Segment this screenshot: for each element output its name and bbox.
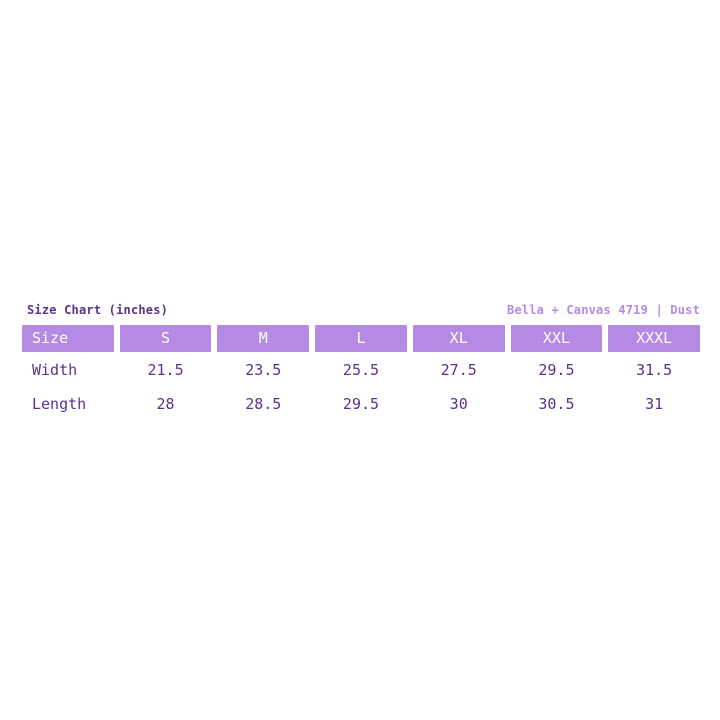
- size-chart-title: Size Chart (inches): [27, 303, 169, 317]
- length-value-l: 29.5: [315, 388, 407, 420]
- width-value-xxxl: 31.5: [608, 354, 700, 386]
- size-chart-panel: Size Chart (inches) Bella + Canvas 4719 …: [22, 302, 700, 420]
- length-value-s: 28: [119, 388, 212, 420]
- column-header-xxxl: XXXL: [608, 325, 700, 352]
- width-value-xxl: 29.5: [510, 354, 603, 386]
- product-variant-label: Bella + Canvas 4719 | Dust: [506, 303, 700, 317]
- column-header-xl: XL: [412, 325, 505, 352]
- width-value-l: 25.5: [315, 354, 407, 386]
- column-header-size: Size: [22, 325, 114, 352]
- length-value-m: 28.5: [217, 388, 310, 420]
- length-value-xl: 30: [412, 388, 505, 420]
- width-value-m: 23.5: [217, 354, 310, 386]
- column-header-l: L: [315, 325, 407, 352]
- size-chart-header: Size Chart (inches) Bella + Canvas 4719 …: [22, 302, 700, 318]
- width-value-xl: 27.5: [412, 354, 505, 386]
- length-row-label: Length: [22, 388, 114, 420]
- width-row-label: Width: [22, 354, 114, 386]
- length-value-xxxl: 31: [608, 388, 700, 420]
- width-value-s: 21.5: [119, 354, 212, 386]
- column-header-s: S: [119, 325, 212, 352]
- size-table: Size S M L XL XXL XXXL Width 21.5 23.5 2…: [22, 325, 700, 420]
- column-header-xxl: XXL: [510, 325, 603, 352]
- column-header-m: M: [217, 325, 310, 352]
- length-value-xxl: 30.5: [510, 388, 603, 420]
